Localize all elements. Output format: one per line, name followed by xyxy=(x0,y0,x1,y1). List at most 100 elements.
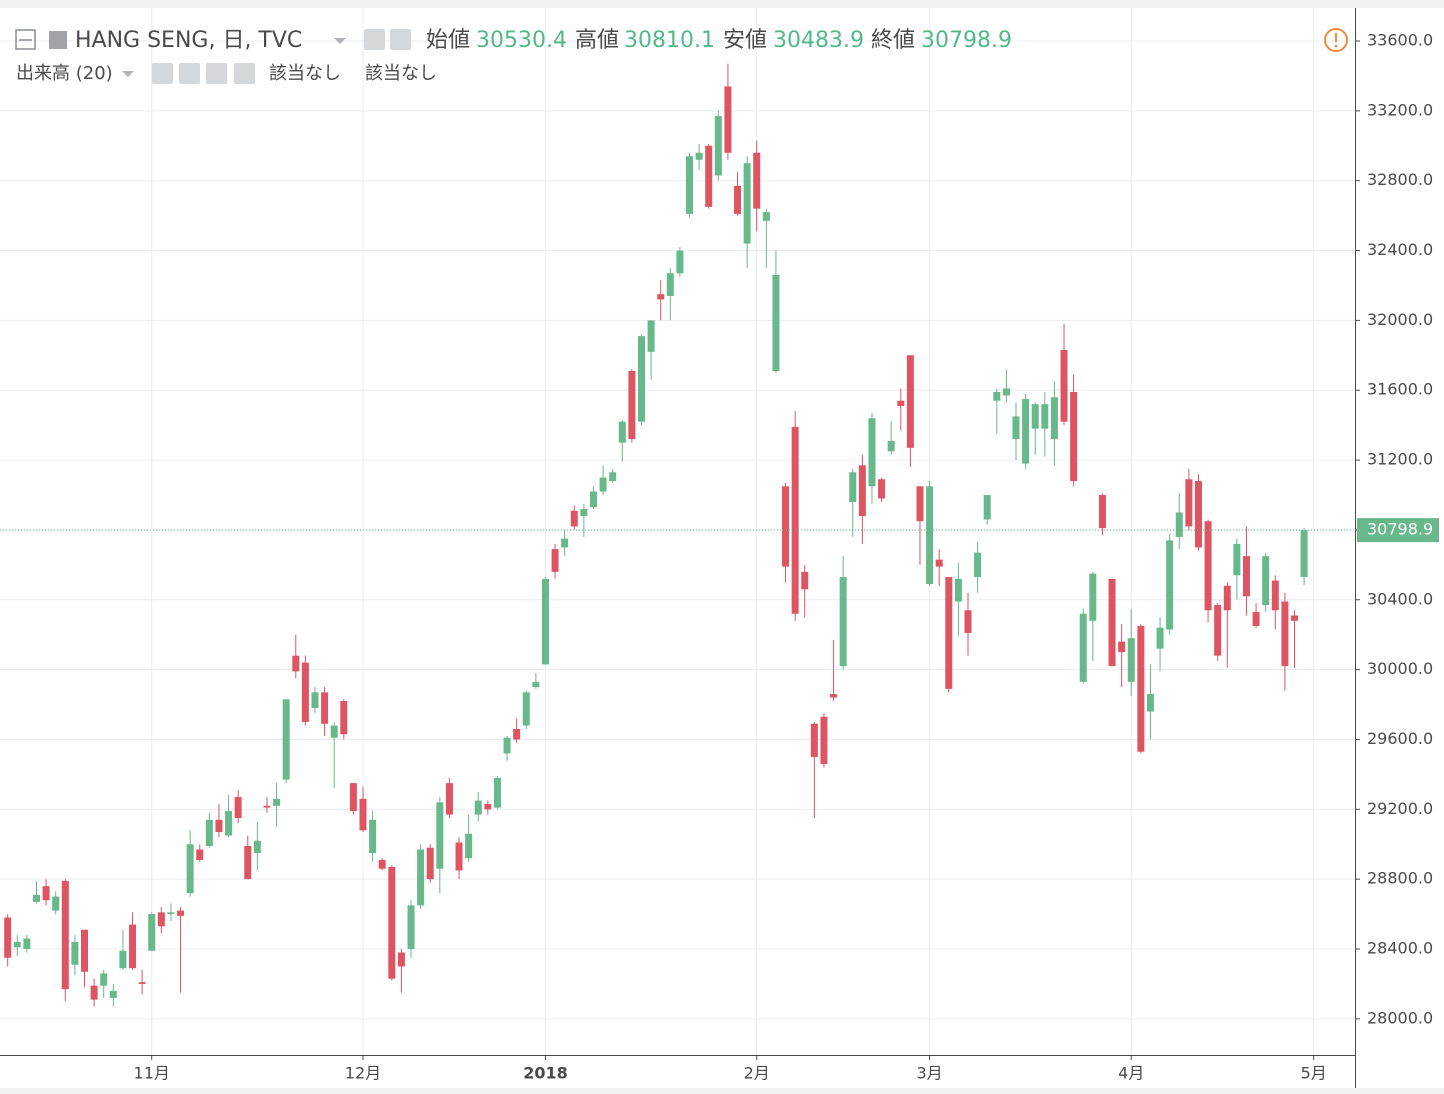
candle-body xyxy=(801,571,809,590)
x-tick-label: 3月 xyxy=(916,1064,942,1083)
y-tick-label: 30000.0 xyxy=(1367,659,1433,678)
close-label: 終値 xyxy=(871,28,915,53)
x-tick-label: 4月 xyxy=(1118,1064,1144,1083)
y-tick-label: 32400.0 xyxy=(1367,240,1433,259)
candle-body xyxy=(13,942,21,948)
candle-body xyxy=(1127,638,1135,682)
flag-icon[interactable] xyxy=(49,31,67,49)
candle-body xyxy=(839,577,847,667)
y-tick-label: 30400.0 xyxy=(1367,589,1433,608)
candle-body xyxy=(263,805,271,808)
remove-icon[interactable] xyxy=(234,63,255,84)
candle-body xyxy=(1118,641,1126,653)
x-tick-label: 2月 xyxy=(744,1064,770,1083)
candle-body xyxy=(887,440,895,452)
candle-body xyxy=(570,510,578,527)
candle-body xyxy=(1185,479,1193,527)
candle-body xyxy=(167,912,175,915)
candle-body xyxy=(42,886,50,901)
candle-body xyxy=(1156,627,1164,649)
y-tick-label: 29600.0 xyxy=(1367,729,1433,748)
candle-body xyxy=(1012,416,1020,440)
candle-body xyxy=(1175,512,1183,537)
candle-body xyxy=(436,802,444,869)
candle-body xyxy=(954,578,962,602)
candle-body xyxy=(388,866,396,979)
candle-body xyxy=(820,716,828,764)
y-tick-label: 32800.0 xyxy=(1367,170,1433,189)
collapse-icon[interactable] xyxy=(15,29,36,50)
candle-body xyxy=(1223,585,1231,611)
candle-body xyxy=(810,723,818,757)
candle-body xyxy=(897,400,905,406)
candle-body xyxy=(369,819,377,853)
candle-body xyxy=(878,479,886,499)
candle-body xyxy=(714,116,722,176)
candle-body xyxy=(244,845,252,880)
candle-body xyxy=(465,833,473,859)
candle-body xyxy=(1146,694,1154,712)
y-tick-label: 29200.0 xyxy=(1367,799,1433,818)
candle-body xyxy=(1050,397,1058,440)
candle-body xyxy=(253,840,261,853)
candle-body xyxy=(1002,388,1010,396)
dropdown-arrow[interactable] xyxy=(122,71,134,77)
candle-body xyxy=(580,508,588,516)
candle-body xyxy=(926,486,934,585)
candle-body xyxy=(599,477,607,492)
candle-body xyxy=(1300,530,1308,578)
candle-body xyxy=(397,952,405,967)
candle-body xyxy=(1262,556,1270,606)
candle-body xyxy=(109,990,117,998)
candle-body xyxy=(849,472,857,502)
y-tick-label: 31200.0 xyxy=(1367,450,1433,469)
candle-body xyxy=(359,798,367,831)
candle-body xyxy=(1041,404,1049,429)
high-label: 高値 xyxy=(575,28,619,53)
candle-body xyxy=(90,985,98,1000)
low-value: 30483.9 xyxy=(773,28,864,53)
candle-body xyxy=(1233,543,1241,576)
open-value: 30530.4 xyxy=(476,28,567,53)
candle-body xyxy=(1089,573,1097,621)
close-value: 30798.9 xyxy=(921,28,1012,53)
settings-icon[interactable] xyxy=(179,63,200,84)
candle-body xyxy=(993,391,1001,401)
candle-body xyxy=(474,800,482,815)
warning-icon[interactable] xyxy=(1324,28,1348,52)
x-tick-label: 5月 xyxy=(1301,1064,1327,1083)
candle-body xyxy=(1022,398,1030,464)
open-label: 始値 xyxy=(426,28,470,53)
candle-body xyxy=(964,610,972,633)
candle-body xyxy=(71,942,79,965)
candle-body xyxy=(426,847,434,880)
candle-body xyxy=(935,559,943,567)
visibility-icon[interactable] xyxy=(364,29,385,50)
candle-body xyxy=(177,910,185,916)
candle-body xyxy=(868,418,876,487)
candle-body xyxy=(100,973,108,986)
candle-body xyxy=(129,924,137,969)
indicator-value: 該当なし xyxy=(365,63,437,84)
candle-body xyxy=(705,145,713,207)
candle-body xyxy=(609,472,617,482)
candle-body xyxy=(695,152,703,160)
settings-icon[interactable] xyxy=(390,29,411,50)
candle-body xyxy=(52,896,60,911)
high-value: 30810.1 xyxy=(624,28,715,53)
candle-body xyxy=(1070,391,1078,482)
add-icon[interactable] xyxy=(206,63,227,84)
candle-body xyxy=(321,692,329,724)
candle-body xyxy=(282,699,290,780)
candle-body xyxy=(205,819,213,846)
dropdown-arrow[interactable] xyxy=(334,38,346,44)
candle-body xyxy=(1108,578,1116,667)
candle-body xyxy=(32,894,40,902)
candle-body xyxy=(407,905,415,950)
x-tick-label: 2018 xyxy=(523,1064,568,1083)
y-tick-label: 28800.0 xyxy=(1367,869,1433,888)
visibility-icon[interactable] xyxy=(152,63,173,84)
candle-body xyxy=(589,491,597,508)
candle-body xyxy=(522,692,530,726)
